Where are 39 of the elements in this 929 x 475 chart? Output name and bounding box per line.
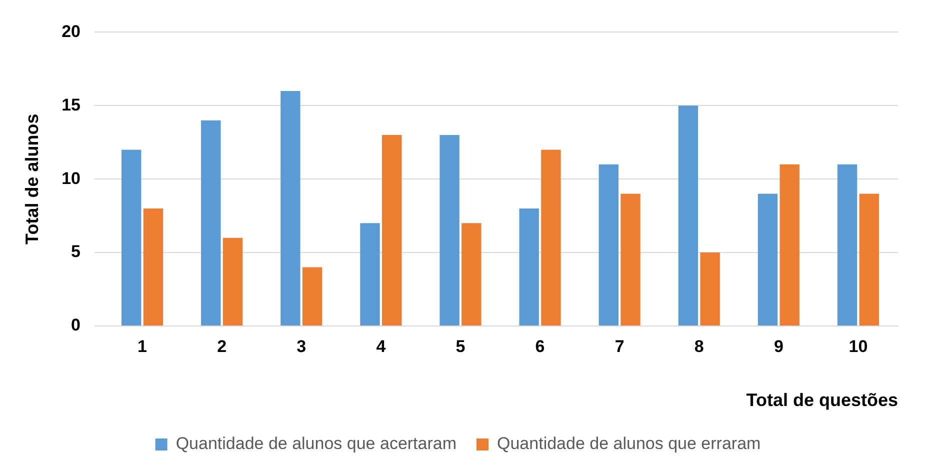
bar: [222, 238, 243, 326]
legend-label: Quantidade de alunos que erraram: [497, 434, 761, 454]
bar: [440, 135, 460, 326]
bar: [700, 252, 720, 326]
y-tick-label: 10: [62, 168, 81, 188]
x-tick-label: 10: [848, 336, 868, 356]
bar: [541, 150, 561, 326]
y-axis-title: Total de alunos: [22, 114, 42, 244]
bar: [859, 194, 880, 326]
bar: [758, 194, 778, 326]
x-tick-label: 1: [138, 336, 148, 356]
bar: [280, 90, 300, 326]
bar: [620, 194, 640, 326]
bar: [143, 208, 164, 326]
legend-label: Quantidade de alunos que acertaram: [176, 434, 457, 454]
y-tick-label: 0: [71, 316, 81, 335]
x-tick-label: 5: [456, 336, 466, 356]
bar: [382, 135, 402, 326]
bar: [780, 164, 800, 326]
bar: [837, 164, 858, 326]
bar: [678, 106, 698, 326]
bar: [302, 267, 322, 326]
x-tick-label: 3: [296, 336, 306, 356]
bar: [201, 120, 221, 326]
bar: [360, 223, 380, 326]
x-tick-label: 8: [694, 336, 704, 356]
x-tick-label: 2: [217, 336, 227, 356]
x-axis-title: Total de questões: [746, 390, 898, 410]
x-tick-label: 6: [535, 336, 545, 356]
bar: [519, 208, 539, 326]
bar: [122, 150, 142, 326]
x-tick-label: 4: [376, 336, 386, 356]
x-tick-label: 7: [614, 336, 624, 356]
bar: [598, 164, 618, 326]
x-tick-label: 9: [774, 336, 784, 356]
y-tick-label: 15: [62, 95, 81, 114]
bar: [462, 223, 482, 326]
y-tick-label: 5: [71, 242, 81, 262]
y-tick-label: 20: [62, 22, 81, 41]
